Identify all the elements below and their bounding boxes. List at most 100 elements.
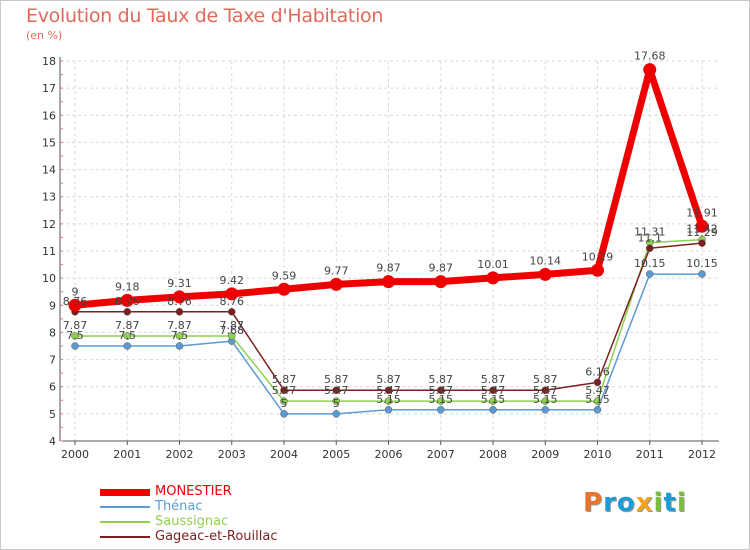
x-tick-label: 2006 xyxy=(375,448,403,461)
y-tick-label: 11 xyxy=(42,245,56,258)
data-label: 10.15 xyxy=(634,257,666,270)
data-point xyxy=(68,298,82,312)
data-label: 5.15 xyxy=(481,393,506,406)
data-label: 9.59 xyxy=(272,269,297,282)
data-point xyxy=(591,263,604,277)
data-label: 5.87 xyxy=(429,373,454,386)
legend-item: Saussignac xyxy=(100,514,360,529)
data-label: 8.76 xyxy=(115,295,140,308)
data-point xyxy=(277,282,291,296)
data-point xyxy=(489,397,497,405)
y-tick-label: 18 xyxy=(42,55,56,68)
data-point xyxy=(175,308,184,316)
data-point xyxy=(71,342,79,350)
data-label: 11.42 xyxy=(686,223,718,236)
data-point xyxy=(123,308,131,316)
chart-title: Evolution du Taux de Taxe d'Habitation xyxy=(26,5,384,27)
y-tick-label: 16 xyxy=(42,109,56,122)
legend-label: Thénac xyxy=(155,499,203,514)
data-point xyxy=(593,397,602,405)
data-label: 9.31 xyxy=(167,277,192,290)
data-label: 5.47 xyxy=(429,384,454,397)
data-point xyxy=(486,271,500,285)
data-label: 10.15 xyxy=(686,257,718,270)
legend-item: Thénac xyxy=(100,499,360,514)
data-point xyxy=(434,275,448,289)
y-tick-label: 10 xyxy=(42,272,56,285)
data-label: 9 xyxy=(72,285,79,298)
data-label: 5.15 xyxy=(585,393,610,406)
data-label: 6.16 xyxy=(585,365,610,378)
data-point xyxy=(646,270,654,278)
y-tick-label: 13 xyxy=(42,191,56,204)
x-tick-label: 2011 xyxy=(636,448,664,461)
legend-item: MONESTIER xyxy=(100,484,360,499)
y-tick-label: 15 xyxy=(42,136,56,149)
data-point xyxy=(384,406,393,414)
data-label: 7.87 xyxy=(220,319,245,332)
legend-swatch xyxy=(100,521,150,523)
data-point xyxy=(332,410,340,418)
data-label: 10.01 xyxy=(477,258,509,271)
data-point xyxy=(593,406,602,414)
legend-label: Gageac-et-Rouillac xyxy=(155,529,278,544)
data-label: 5.47 xyxy=(376,384,401,397)
legend-swatch xyxy=(100,488,150,496)
data-point xyxy=(698,270,706,278)
data-label: 7.87 xyxy=(115,319,140,332)
data-point xyxy=(332,386,340,394)
data-point xyxy=(541,406,549,414)
logo-letter: i xyxy=(676,488,687,518)
data-point xyxy=(695,219,709,233)
logo-letter: i xyxy=(653,488,664,518)
data-point xyxy=(384,397,393,405)
data-label: 9.87 xyxy=(376,262,401,275)
data-label: 5 xyxy=(281,397,288,410)
data-point xyxy=(225,287,239,301)
y-tick-label: 14 xyxy=(42,164,56,177)
x-tick-label: 2003 xyxy=(218,448,246,461)
data-point xyxy=(280,410,288,418)
data-label: 5.47 xyxy=(585,384,610,397)
data-point xyxy=(489,406,497,414)
data-label: 7.87 xyxy=(63,319,88,332)
data-point xyxy=(228,308,236,316)
data-label: 5 xyxy=(333,397,340,410)
data-label: 11.91 xyxy=(686,206,718,219)
chart-legend: MONESTIER Thénac Saussignac Gageac-et-Rouil… xyxy=(100,484,360,544)
data-point xyxy=(382,275,395,289)
data-label: 5.47 xyxy=(533,384,558,397)
data-point xyxy=(280,397,288,405)
data-point xyxy=(332,397,340,405)
data-label: 8.76 xyxy=(63,295,88,308)
x-tick-label: 2009 xyxy=(531,448,559,461)
legend-item: Gageac-et-Rouillac xyxy=(100,529,360,544)
data-point xyxy=(646,244,654,253)
x-tick-label: 2001 xyxy=(113,448,141,461)
data-point xyxy=(71,332,79,340)
data-label: 5.15 xyxy=(533,393,558,406)
x-tick-label: 2008 xyxy=(479,448,507,461)
data-point xyxy=(175,332,184,340)
data-point xyxy=(228,332,236,340)
data-label: 5.15 xyxy=(429,393,454,406)
data-label: 11.31 xyxy=(634,226,666,239)
y-tick-label: 5 xyxy=(49,408,56,421)
y-tick-label: 9 xyxy=(49,299,56,312)
data-label: 9.42 xyxy=(220,274,245,287)
data-point xyxy=(541,386,549,394)
data-point xyxy=(280,386,288,394)
logo-letter: o xyxy=(616,488,636,518)
data-point xyxy=(437,386,445,394)
logo-letter: t xyxy=(663,488,677,518)
logo-letter: r xyxy=(603,488,617,518)
data-label: 8.76 xyxy=(220,295,245,308)
proxiti-logo: Proxiti xyxy=(583,488,687,518)
data-label: 5.87 xyxy=(324,373,349,386)
data-label: 9.77 xyxy=(324,264,349,277)
data-label: 5.87 xyxy=(376,373,401,386)
data-point xyxy=(698,239,706,247)
logo-letter: x xyxy=(635,488,654,518)
data-point xyxy=(489,386,497,394)
